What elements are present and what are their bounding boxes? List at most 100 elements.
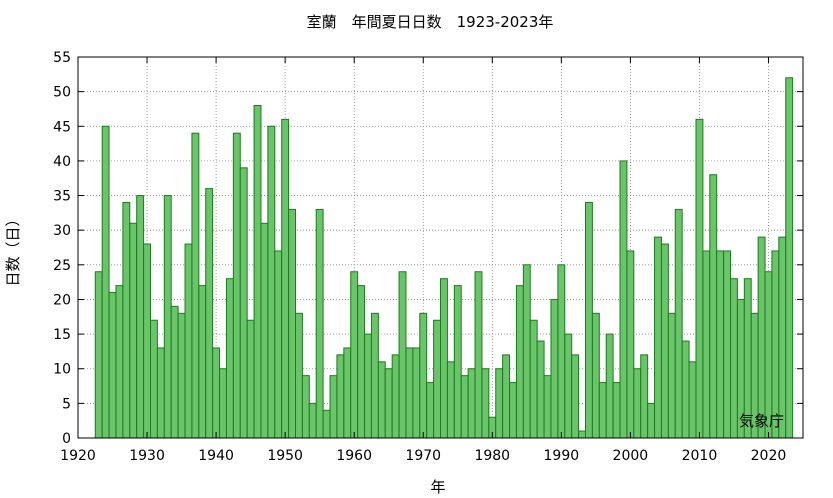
- x-tick-label: 1960: [336, 448, 372, 464]
- bar-1954: [308, 402, 317, 439]
- y-tick-label: 10: [53, 362, 71, 378]
- bar-1940: [212, 347, 221, 439]
- bar-1991: [564, 333, 573, 439]
- bar-1932: [156, 347, 165, 439]
- x-axis-title: 年: [430, 478, 445, 496]
- x-tick-label: 1970: [405, 448, 441, 464]
- x-tick-label: 2000: [613, 448, 649, 464]
- bar-2005: [660, 243, 669, 439]
- bar-1959: [343, 347, 352, 439]
- x-tick-label: 1990: [544, 448, 580, 464]
- y-tick-label: 50: [53, 85, 71, 101]
- y-tick-label: 25: [53, 258, 71, 274]
- bar-1996: [598, 382, 607, 439]
- bar-1989: [550, 298, 559, 439]
- bar-1924: [101, 125, 110, 439]
- y-tick-label: 35: [53, 189, 71, 205]
- bar-1947: [260, 222, 269, 439]
- bar-1970: [419, 312, 428, 439]
- bar-1934: [170, 305, 179, 439]
- bar-1930: [143, 243, 152, 439]
- bar-1977: [467, 368, 476, 439]
- bar-1973: [440, 278, 448, 439]
- y-tick-label: 0: [62, 431, 71, 447]
- bar-1965: [384, 368, 393, 439]
- y-tick-label: 20: [53, 292, 71, 308]
- bar-1929: [136, 195, 145, 439]
- x-tick-label: 2010: [682, 448, 718, 464]
- bar-2015: [730, 278, 738, 439]
- bar-2010: [695, 118, 704, 439]
- bar-1944: [239, 167, 248, 439]
- bar-1935: [177, 312, 186, 439]
- bar-2000: [626, 250, 635, 439]
- bar-2013: [716, 250, 725, 439]
- bar-1961: [357, 285, 366, 439]
- y-tick-label: 55: [53, 50, 71, 66]
- bar-2009: [688, 361, 697, 439]
- bar-2022: [778, 236, 787, 439]
- bar-1983: [509, 382, 517, 439]
- bar-1925: [108, 292, 117, 439]
- bar-1949: [274, 250, 283, 439]
- bar-1968: [405, 347, 414, 439]
- bar-1951: [288, 208, 297, 439]
- bar-1952: [295, 312, 303, 439]
- bar-2002: [640, 354, 649, 439]
- bar-1941: [219, 368, 227, 439]
- bar-1937: [191, 132, 200, 439]
- bar-2023: [785, 77, 794, 439]
- bar-1993: [578, 430, 586, 439]
- chart-title: 室蘭 年間夏日日数 1923-2023年: [307, 13, 554, 31]
- bar-1936: [184, 243, 193, 439]
- bar-1964: [377, 361, 386, 439]
- bar-2007: [674, 208, 683, 439]
- x-tick-label: 2020: [751, 448, 787, 464]
- bar-2008: [681, 340, 690, 439]
- bar-1939: [205, 188, 214, 439]
- bar-1979: [481, 368, 490, 439]
- bar-1999: [619, 160, 628, 439]
- bar-1957: [329, 375, 338, 439]
- bar-2012: [709, 174, 718, 439]
- bar-1986: [529, 319, 538, 439]
- bar-1988: [543, 375, 552, 439]
- bar-1981: [495, 368, 504, 439]
- y-tick-label: 5: [62, 396, 71, 412]
- bar-1931: [150, 319, 158, 439]
- axis-ticks: 0 5 10 15 20 25 30 35 40 45 50 55 1920 1930 1940 1950 19…: [53, 50, 803, 464]
- bar-1950: [281, 118, 290, 439]
- bar-1923: [94, 271, 103, 439]
- bar-1995: [591, 312, 600, 439]
- source-credit: 気象庁: [739, 412, 784, 430]
- bar-1982: [502, 354, 511, 439]
- bar-2006: [667, 312, 676, 439]
- bar-1945: [246, 319, 255, 439]
- x-tick-label: 1980: [474, 448, 510, 464]
- bar-2021: [771, 250, 780, 439]
- bar-1984: [515, 285, 524, 439]
- bar-1943: [232, 132, 241, 439]
- bar-1976: [460, 375, 469, 439]
- bar-1997: [605, 333, 614, 439]
- bar-1946: [253, 104, 262, 439]
- bar-2014: [723, 250, 731, 439]
- y-tick-label: 30: [53, 223, 71, 239]
- x-tick-label: 1920: [60, 448, 96, 464]
- x-tick-label: 1950: [267, 448, 303, 464]
- bar-2019: [757, 236, 766, 439]
- bar-1926: [115, 285, 124, 439]
- bar-1958: [336, 354, 345, 439]
- bar-2004: [654, 236, 662, 439]
- bar-1960: [350, 271, 359, 439]
- bar-1971: [426, 382, 435, 439]
- bar-1992: [571, 354, 580, 439]
- y-axis-title: 日数（日）: [4, 211, 22, 286]
- bars: [94, 77, 794, 439]
- x-tick-label: 1930: [129, 448, 165, 464]
- bar-1963: [370, 312, 379, 439]
- x-tick-label: 1940: [198, 448, 234, 464]
- plot-area-frame: [77, 56, 804, 439]
- bar-1972: [433, 319, 442, 439]
